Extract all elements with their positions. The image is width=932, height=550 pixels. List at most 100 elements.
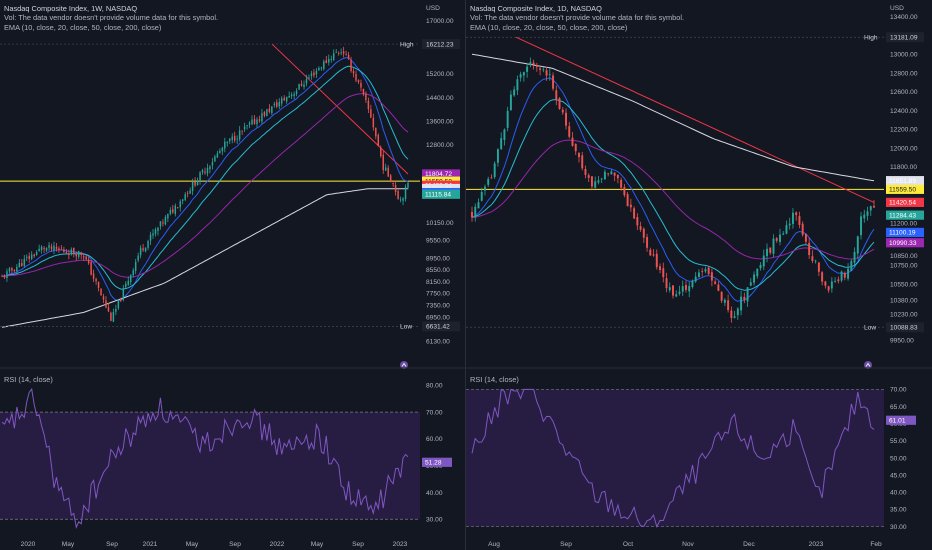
candle	[509, 94, 512, 111]
candle	[340, 52, 342, 54]
candle	[616, 174, 619, 179]
candle	[500, 138, 503, 149]
candle	[177, 207, 179, 208]
y-tick-label: 11800.00	[890, 164, 917, 171]
candle	[380, 147, 382, 157]
candle	[226, 142, 229, 144]
candle	[68, 254, 70, 256]
candle	[238, 130, 241, 140]
y-tick-label: 10550.00	[890, 281, 918, 288]
candle	[288, 96, 290, 98]
candle	[179, 201, 181, 208]
high-value: 13181.09	[890, 35, 918, 42]
weekly-rsi-legend: RSI (14, close)	[4, 375, 53, 384]
x-tick-label: Dec	[743, 541, 755, 548]
candle	[574, 143, 577, 152]
high-tag-bg	[886, 32, 924, 43]
candle	[30, 254, 33, 260]
candle	[714, 281, 717, 284]
candle	[102, 296, 105, 300]
daily-chart-svg[interactable]: 13400.00 13000.00 12800.00 12600.00 12400.00…	[466, 0, 932, 550]
low-value: 6631.42	[426, 324, 450, 331]
price-tag-bg	[886, 184, 924, 194]
candle	[834, 280, 837, 282]
candle	[704, 269, 707, 272]
candle	[811, 256, 814, 261]
candle	[394, 185, 397, 192]
y-tick-label: 13000.00	[890, 52, 918, 59]
candle	[642, 228, 645, 238]
candle	[305, 79, 308, 84]
x-tick-label: 2022	[270, 541, 285, 548]
candle	[23, 258, 26, 266]
candle	[684, 285, 687, 290]
daily-chart-pane[interactable]: 13400.00 13000.00 12800.00 12600.00 12400.00…	[466, 0, 932, 550]
price-tag-bg	[886, 227, 924, 238]
candle	[174, 205, 177, 214]
candle	[399, 199, 402, 201]
candle	[733, 316, 736, 318]
y-tick-label: 6130.00	[426, 338, 450, 345]
candle	[172, 209, 174, 213]
candle	[804, 233, 807, 242]
low-value: 10088.83	[890, 325, 918, 332]
ema-20-line	[471, 99, 875, 291]
candle	[219, 150, 221, 154]
candle	[506, 110, 509, 128]
candle	[474, 206, 477, 218]
candle	[216, 153, 219, 158]
price-tag-bg	[422, 169, 460, 179]
candle	[196, 180, 199, 186]
circle-arrow-icon[interactable]	[864, 361, 872, 369]
candle	[350, 59, 352, 72]
candle	[626, 194, 629, 207]
trend-line[interactable]	[515, 36, 875, 203]
candle	[532, 62, 535, 65]
x-tick-label: 2021	[143, 541, 158, 548]
candle	[110, 312, 112, 321]
candle	[256, 119, 258, 125]
candle	[266, 109, 268, 117]
candle	[55, 246, 58, 249]
candle	[278, 101, 281, 107]
candle	[581, 155, 584, 169]
y-tick-label: 9550.00	[426, 238, 450, 245]
candle	[397, 191, 399, 200]
rsi-line	[471, 388, 875, 528]
candle	[762, 255, 765, 267]
candle	[231, 136, 233, 140]
candle	[13, 269, 16, 272]
candle	[772, 238, 775, 254]
candle	[325, 60, 328, 64]
candle	[516, 79, 519, 91]
x-tick-label: May	[311, 541, 324, 548]
candle	[342, 51, 345, 54]
pane-divider[interactable]	[465, 0, 466, 550]
candle	[204, 171, 206, 173]
trend-line[interactable]	[271, 43, 409, 175]
circle-arrow-icon[interactable]	[400, 361, 408, 369]
candle	[241, 130, 243, 132]
candle	[65, 252, 68, 253]
weekly-chart-pane[interactable]: 17000.00 15200.00 14400.00 13600.00 12800.00…	[0, 0, 466, 550]
axis-currency: USD	[890, 5, 904, 12]
candle	[594, 181, 597, 188]
candle	[60, 249, 63, 251]
candle	[258, 119, 261, 121]
candle	[382, 154, 384, 171]
candle	[736, 308, 739, 316]
candle	[483, 186, 486, 191]
candle	[375, 127, 377, 137]
candle	[290, 94, 293, 97]
candle	[701, 271, 704, 272]
candle	[352, 71, 355, 74]
candle	[633, 208, 636, 219]
high-value: 16212.23	[426, 41, 454, 48]
weekly-chart-svg[interactable]: 17000.00 15200.00 14400.00 13600.00 12800.00…	[0, 0, 466, 550]
rsi-tick-label: 30.00	[890, 524, 907, 531]
y-tick-label: 7350.00	[426, 303, 450, 310]
candle	[623, 187, 626, 196]
candle	[407, 182, 409, 188]
low-tag-bg	[422, 321, 460, 332]
candle	[194, 181, 196, 186]
